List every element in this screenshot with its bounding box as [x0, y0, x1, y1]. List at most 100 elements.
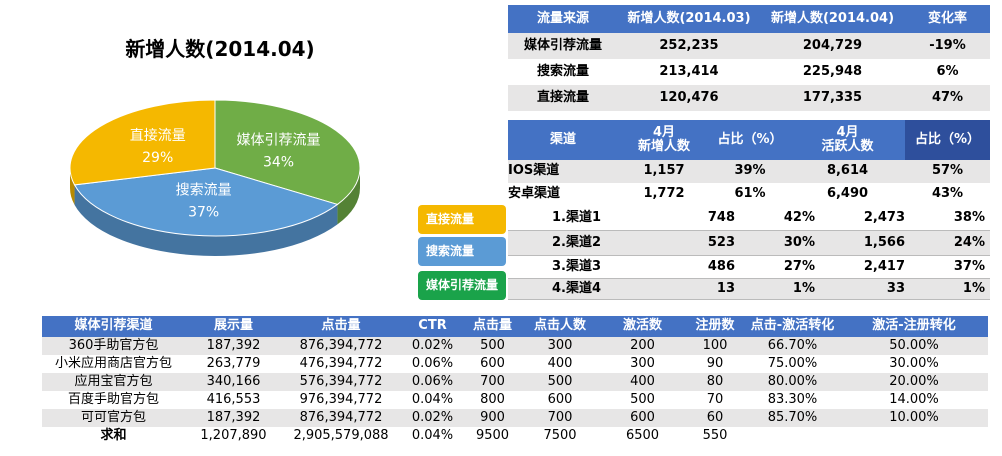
table-cell [840, 427, 988, 445]
table-cell: 求和 [42, 427, 185, 445]
table-cell: IOS渠道 [508, 160, 618, 183]
table-cell: 80 [685, 373, 745, 391]
table-cell: 6500 [600, 427, 685, 445]
header-cell: 占比（%） [710, 120, 790, 160]
table-cell: 6% [905, 59, 990, 85]
table-cell: 0.04% [400, 427, 465, 445]
table-cell: 61% [710, 183, 790, 206]
table-cell: 523 [650, 231, 740, 256]
table-cell: 400 [600, 373, 685, 391]
header-cell: 点击-激活转化 [745, 316, 840, 337]
header-cell: 激活-注册转化 [840, 316, 988, 337]
table-cell: 1% [910, 279, 990, 300]
table-cell: 187,392 [185, 337, 282, 355]
slice-label: 直接流量 [130, 127, 186, 144]
slice-value: 37% [188, 205, 219, 221]
table-cell: 1,772 [618, 183, 710, 206]
table-cell: 416,553 [185, 391, 282, 409]
pie-side [74, 184, 338, 257]
table-cell: 550 [685, 427, 745, 445]
table-cell: 83.30% [745, 391, 840, 409]
table-cell: 300 [600, 355, 685, 373]
table-cell: 37% [910, 256, 990, 279]
table-cell: 百度手助官方包 [42, 391, 185, 409]
table-cell: 576,394,772 [282, 373, 400, 391]
header-cell: 注册数 [685, 316, 745, 337]
table-cell: 500 [520, 373, 600, 391]
table-cell: 30% [740, 231, 820, 256]
slice-value: 34% [263, 155, 294, 171]
table-cell: 204,729 [760, 33, 905, 59]
table-cell: 可可官方包 [42, 409, 185, 427]
pie-chart: 新增人数(2014.04) 媒体引荐流量 34% 搜索流量 37% 直接流量 29% [69, 37, 361, 257]
table-cell: 600 [600, 409, 685, 427]
table-cell: 252,235 [618, 33, 760, 59]
table-cell: 800 [465, 391, 520, 409]
header-cell: 点击量 [282, 316, 400, 337]
table-cell: 42% [740, 206, 820, 231]
table-cell: 500 [600, 391, 685, 409]
table-cell: 6,490 [790, 183, 905, 206]
table-cell: 2,473 [820, 206, 910, 231]
table-cell: 187,392 [185, 409, 282, 427]
table-cell: 80.00% [745, 373, 840, 391]
table-cell: 0.02% [400, 337, 465, 355]
table-cell: 7500 [520, 427, 600, 445]
table-cell: 120,476 [618, 85, 760, 111]
table-cell: 75.00% [745, 355, 840, 373]
table-cell: 225,948 [760, 59, 905, 85]
table-cell: 1.渠道1 [508, 206, 650, 231]
table-cell: 直接流量 [508, 85, 618, 111]
table-cell: -19% [905, 33, 990, 59]
table-cell: 976,394,772 [282, 391, 400, 409]
header-cell: CTR [400, 316, 465, 337]
table-cell: 3.渠道3 [508, 256, 650, 279]
table-cell: 1,566 [820, 231, 910, 256]
side-label: 搜索流量 [418, 237, 506, 266]
table-cell: 0.06% [400, 373, 465, 391]
header-cell: 占比（%） [905, 120, 990, 160]
table-cell: 应用宝官方包 [42, 373, 185, 391]
table-cell: 60 [685, 409, 745, 427]
table-cell: 1,207,890 [185, 427, 282, 445]
slice-value: 29% [142, 150, 173, 166]
table-cell: 39% [710, 160, 790, 183]
table-cell: 搜索流量 [508, 59, 618, 85]
table-cell: 300 [520, 337, 600, 355]
table-cell: 14.00% [840, 391, 988, 409]
slice-label: 媒体引荐流量 [237, 133, 321, 149]
table-cell: 2.渠道2 [508, 231, 650, 256]
table-cell [745, 427, 840, 445]
header-cell: 新增人数(2014.03) [618, 5, 760, 33]
table-cell: 50.00% [840, 337, 988, 355]
table-cell: 400 [520, 355, 600, 373]
header-cell: 4月 新增人数 [618, 120, 710, 160]
table-cell: 200 [600, 337, 685, 355]
table-cell: 安卓渠道 [508, 183, 618, 206]
table-cell: 10.00% [840, 409, 988, 427]
table-cell: 600 [465, 355, 520, 373]
header-cell: 点击量 [465, 316, 520, 337]
pie-slice [69, 99, 216, 186]
table-cell: 0.04% [400, 391, 465, 409]
table-cell: 340,166 [185, 373, 282, 391]
header-cell: 点击人数 [520, 316, 600, 337]
table-cell: 66.70% [745, 337, 840, 355]
pie-slice [73, 167, 339, 237]
header-cell: 渠道 [508, 120, 618, 160]
table-cell: 0.02% [400, 409, 465, 427]
table-cell: 2,417 [820, 256, 910, 279]
table-cell: 30.00% [840, 355, 988, 373]
slice-label: 搜索流量 [176, 182, 232, 199]
table-cell: 57% [905, 160, 990, 183]
table-cell: 媒体引荐流量 [508, 33, 618, 59]
side-label: 媒体引荐流量 [418, 271, 506, 300]
table-cell: 476,394,772 [282, 355, 400, 373]
table-cell: 13 [650, 279, 740, 300]
table-cell: 2,905,579,088 [282, 427, 400, 445]
table-cell: 小米应用商店官方包 [42, 355, 185, 373]
chart-title: 新增人数(2014.04) [125, 37, 314, 61]
table-cell: 177,335 [760, 85, 905, 111]
side-label: 直接流量 [418, 205, 506, 234]
